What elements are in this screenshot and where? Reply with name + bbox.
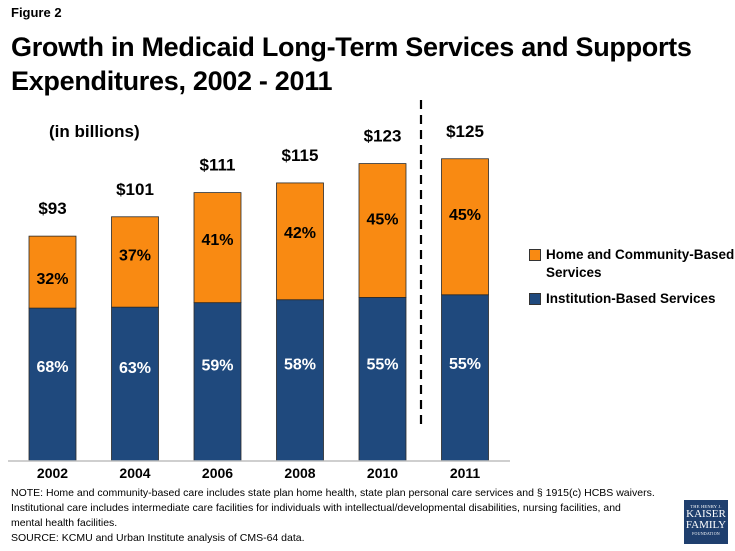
bar-institution-2011 [441, 294, 489, 462]
bar-hcbs-2010 [358, 163, 407, 298]
total-label-2004: $101 [116, 180, 154, 199]
total-label-2002: $93 [38, 199, 66, 218]
bar-institution-2002 [28, 307, 77, 462]
bar-institution-2006 [193, 302, 242, 462]
x-tick-label-2006: 2006 [202, 465, 233, 480]
institution-pct-label-2006: 59% [201, 358, 233, 375]
legend-swatch-institution [529, 293, 541, 305]
bars-group [28, 158, 489, 462]
footnotes: NOTE: Home and community-based care incl… [11, 486, 655, 546]
note-line-2: Institutional care includes intermediate… [11, 502, 621, 514]
logo-line-2: KAISER [686, 508, 726, 520]
total-label-2008: $115 [282, 146, 319, 165]
logo-line-3: FAMILY [685, 519, 727, 531]
chart-title: Growth in Medicaid Long-Term Services an… [11, 32, 692, 96]
x-tick-label-2002: 2002 [37, 465, 68, 480]
legend-label-hcbs: Home and Community-Based Services [546, 247, 735, 280]
hcbs-pct-label-2008: 42% [284, 225, 316, 242]
logo-line-1: THE HENRY J. [690, 504, 722, 509]
bar-hcbs-2008 [276, 182, 324, 301]
labels-group: $93 32% 68% 2002 $101 37% 63% 2004 $111 41% 59% 200… [36, 122, 483, 480]
hcbs-pct-label-2002: 32% [36, 271, 68, 288]
kff-logo: THE HENRY J. KAISER FAMILY FOUNDATION [684, 500, 728, 544]
x-tick-label-2011: 2011 [450, 465, 481, 480]
total-label-2011: $125 [446, 122, 484, 141]
x-tick-label-2004: 2004 [119, 465, 150, 480]
bar-institution-2010 [358, 297, 407, 462]
bar-institution-2008 [276, 299, 324, 462]
hcbs-pct-label-2004: 37% [119, 248, 151, 265]
institution-pct-label-2004: 63% [119, 360, 151, 377]
note-line-3: mental health facilities. [11, 517, 118, 529]
legend: Home and Community-Based Services Instit… [529, 246, 735, 316]
source-line: SOURCE: KCMU and Urban Institute analysi… [11, 532, 305, 544]
hcbs-pct-label-2006: 41% [201, 232, 233, 249]
bar-hcbs-2002 [28, 235, 77, 309]
legend-swatch-hcbs [529, 249, 541, 261]
institution-pct-label-2002: 68% [36, 359, 68, 376]
institution-pct-label-2008: 58% [284, 357, 316, 374]
x-tick-label-2008: 2008 [284, 465, 315, 480]
units-label: (in billions) [49, 122, 140, 141]
legend-label-institution: Institution-Based Services [546, 291, 716, 306]
total-label-2010: $123 [364, 127, 402, 146]
figure-label: Figure 2 [11, 5, 62, 20]
bar-hcbs-2011 [441, 158, 489, 296]
hcbs-pct-label-2011: 45% [449, 207, 481, 224]
legend-item-hcbs: Home and Community-Based Services [529, 246, 735, 282]
x-tick-label-2010: 2010 [367, 465, 398, 480]
bar-hcbs-2004 [111, 216, 159, 308]
hcbs-pct-label-2010: 45% [366, 212, 398, 229]
note-line-1: NOTE: Home and community-based care incl… [11, 487, 655, 499]
bar-institution-2004 [111, 306, 159, 462]
legend-item-institution: Institution-Based Services [529, 290, 735, 308]
stacked-bar-chart: $93 32% 68% 2002 $101 37% 63% 2004 $111 41% 59% 200… [8, 100, 510, 480]
institution-pct-label-2010: 55% [366, 356, 398, 373]
logo-line-4: FOUNDATION [692, 531, 720, 536]
bar-hcbs-2006 [193, 192, 242, 304]
institution-pct-label-2011: 55% [449, 356, 481, 373]
total-label-2006: $111 [200, 156, 236, 175]
